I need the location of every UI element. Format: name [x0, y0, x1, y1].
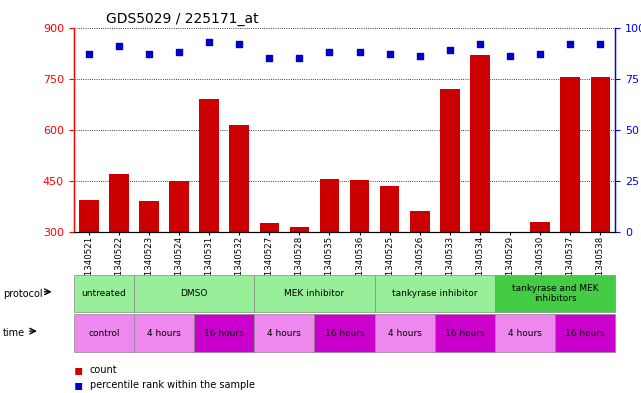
Bar — [380, 186, 399, 334]
Point — [445, 47, 455, 53]
Bar — [530, 222, 550, 334]
Text: GDS5029 / 225171_at: GDS5029 / 225171_at — [106, 12, 258, 26]
Bar — [470, 55, 490, 334]
Text: 4 hours: 4 hours — [147, 329, 181, 338]
Point — [415, 53, 425, 59]
Bar — [169, 181, 189, 334]
Point — [174, 49, 184, 55]
Text: 4 hours: 4 hours — [267, 329, 301, 338]
Text: ▪: ▪ — [74, 363, 83, 377]
Bar — [440, 89, 460, 334]
Text: control: control — [88, 329, 120, 338]
Text: untreated: untreated — [81, 289, 126, 298]
Point — [354, 49, 365, 55]
Text: ▪: ▪ — [74, 378, 83, 392]
Bar — [560, 77, 580, 334]
Point — [385, 51, 395, 57]
Text: 4 hours: 4 hours — [508, 329, 542, 338]
Point — [565, 41, 576, 47]
Point — [83, 51, 94, 57]
Bar — [260, 223, 279, 334]
Bar — [410, 211, 429, 334]
Text: 16 hours: 16 hours — [324, 329, 365, 338]
Bar — [320, 179, 339, 334]
Point — [234, 41, 244, 47]
Bar — [79, 200, 99, 334]
Point — [264, 55, 274, 61]
Point — [144, 51, 154, 57]
Text: 16 hours: 16 hours — [445, 329, 485, 338]
Bar — [350, 180, 369, 334]
Text: tankyrase inhibitor: tankyrase inhibitor — [392, 289, 478, 298]
Text: 16 hours: 16 hours — [565, 329, 605, 338]
Bar — [199, 99, 219, 334]
Point — [475, 41, 485, 47]
Text: DMSO: DMSO — [180, 289, 208, 298]
Text: time: time — [3, 328, 26, 338]
Text: 4 hours: 4 hours — [388, 329, 422, 338]
Point — [535, 51, 545, 57]
Bar — [109, 174, 129, 334]
Point — [324, 49, 335, 55]
Bar — [290, 227, 309, 334]
Bar — [500, 232, 520, 334]
Bar — [229, 125, 249, 334]
Text: MEK inhibitor: MEK inhibitor — [285, 289, 344, 298]
Point — [505, 53, 515, 59]
Bar — [590, 77, 610, 334]
Text: tankyrase and MEK
inhibitors: tankyrase and MEK inhibitors — [512, 284, 599, 303]
Point — [595, 41, 606, 47]
Text: protocol: protocol — [3, 289, 43, 299]
Bar — [139, 201, 159, 334]
Point — [204, 39, 214, 45]
Text: count: count — [90, 365, 117, 375]
Text: percentile rank within the sample: percentile rank within the sample — [90, 380, 254, 390]
Point — [113, 43, 124, 49]
Point — [294, 55, 304, 61]
Text: 16 hours: 16 hours — [204, 329, 244, 338]
